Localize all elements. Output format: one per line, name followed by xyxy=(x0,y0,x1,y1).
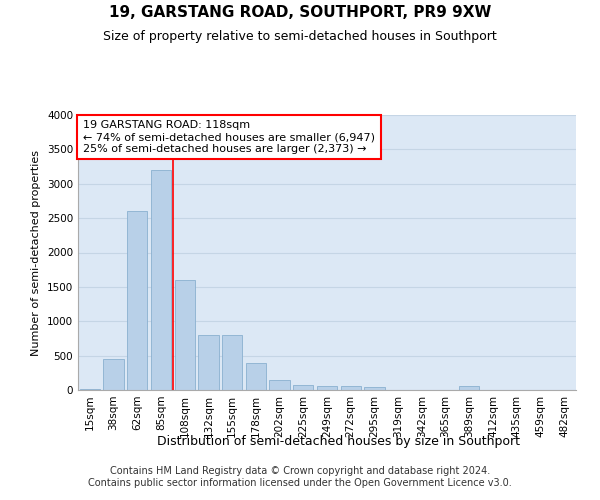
Bar xyxy=(175,280,195,390)
Bar xyxy=(222,335,242,390)
Bar xyxy=(459,386,479,390)
Bar xyxy=(293,385,313,390)
Bar xyxy=(269,380,290,390)
Text: Distribution of semi-detached houses by size in Southport: Distribution of semi-detached houses by … xyxy=(157,435,521,448)
Bar xyxy=(341,386,361,390)
Y-axis label: Number of semi-detached properties: Number of semi-detached properties xyxy=(31,150,41,356)
Bar xyxy=(103,359,124,390)
Text: Contains HM Land Registry data © Crown copyright and database right 2024.
Contai: Contains HM Land Registry data © Crown c… xyxy=(88,466,512,487)
Bar xyxy=(80,388,100,390)
Bar xyxy=(317,386,337,390)
Text: 19, GARSTANG ROAD, SOUTHPORT, PR9 9XW: 19, GARSTANG ROAD, SOUTHPORT, PR9 9XW xyxy=(109,5,491,20)
Bar xyxy=(199,335,218,390)
Text: 19 GARSTANG ROAD: 118sqm
← 74% of semi-detached houses are smaller (6,947)
25% o: 19 GARSTANG ROAD: 118sqm ← 74% of semi-d… xyxy=(83,120,375,154)
Bar xyxy=(127,211,148,390)
Bar xyxy=(246,362,266,390)
Text: Size of property relative to semi-detached houses in Southport: Size of property relative to semi-detach… xyxy=(103,30,497,43)
Bar xyxy=(364,387,385,390)
Bar xyxy=(151,170,171,390)
